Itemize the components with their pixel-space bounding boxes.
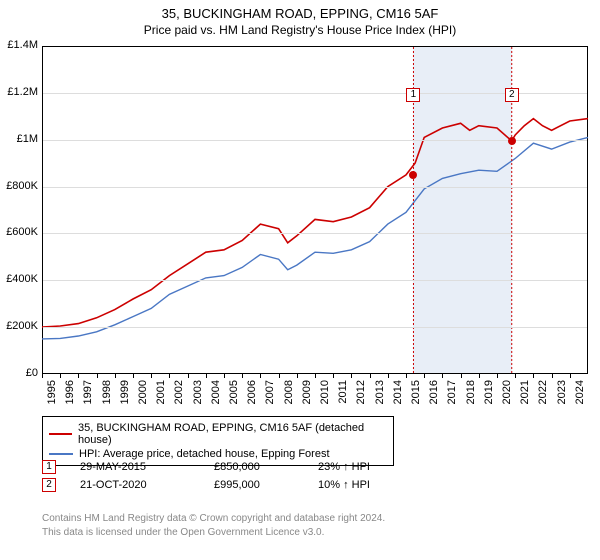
x-tick bbox=[97, 374, 98, 378]
legend-swatch bbox=[49, 453, 73, 455]
x-tick bbox=[552, 374, 553, 378]
x-tick bbox=[315, 374, 316, 378]
x-axis-label: 1996 bbox=[64, 380, 76, 412]
x-axis-label: 2006 bbox=[246, 380, 258, 412]
x-tick bbox=[206, 374, 207, 378]
transaction-marker: 2 bbox=[42, 478, 56, 492]
x-tick bbox=[388, 374, 389, 378]
x-axis-label: 2013 bbox=[374, 380, 386, 412]
x-tick bbox=[115, 374, 116, 378]
x-axis-label: 2014 bbox=[392, 380, 404, 412]
x-tick bbox=[78, 374, 79, 378]
callout-marker: 1 bbox=[406, 88, 420, 102]
x-tick bbox=[188, 374, 189, 378]
x-axis-label: 2015 bbox=[410, 380, 422, 412]
attribution-line: Contains HM Land Registry data © Crown c… bbox=[42, 512, 385, 526]
x-tick bbox=[533, 374, 534, 378]
attribution-line: This data is licensed under the Open Gov… bbox=[42, 526, 385, 540]
x-axis-label: 1999 bbox=[119, 380, 131, 412]
legend-item: 35, BUCKINGHAM ROAD, EPPING, CM16 5AF (d… bbox=[49, 421, 387, 447]
y-axis-label: £400K bbox=[0, 273, 38, 285]
x-axis-label: 2012 bbox=[355, 380, 367, 412]
x-tick bbox=[224, 374, 225, 378]
gridline-h bbox=[43, 233, 587, 234]
callout-marker: 2 bbox=[505, 88, 519, 102]
x-axis-label: 2004 bbox=[210, 380, 222, 412]
transaction-date: 21-OCT-2020 bbox=[80, 479, 190, 491]
x-axis-label: 2005 bbox=[228, 380, 240, 412]
y-axis-label: £1.2M bbox=[0, 86, 38, 98]
series-line-property bbox=[42, 119, 588, 328]
transaction-price: £850,000 bbox=[214, 461, 294, 473]
x-tick bbox=[169, 374, 170, 378]
x-tick bbox=[133, 374, 134, 378]
legend-swatch bbox=[49, 433, 72, 435]
transaction-marker: 1 bbox=[42, 460, 56, 474]
x-axis-label: 2024 bbox=[574, 380, 586, 412]
x-axis-label: 1997 bbox=[82, 380, 94, 412]
x-tick bbox=[461, 374, 462, 378]
x-axis-label: 2022 bbox=[537, 380, 549, 412]
x-axis-label: 2007 bbox=[264, 380, 276, 412]
y-axis-label: £600K bbox=[0, 226, 38, 238]
x-tick bbox=[151, 374, 152, 378]
x-tick bbox=[406, 374, 407, 378]
x-tick bbox=[442, 374, 443, 378]
x-axis-label: 2000 bbox=[137, 380, 149, 412]
y-axis-label: £800K bbox=[0, 180, 38, 192]
y-axis-label: £1M bbox=[0, 133, 38, 145]
gridline-h bbox=[43, 280, 587, 281]
gridline-h bbox=[43, 327, 587, 328]
x-tick bbox=[479, 374, 480, 378]
x-axis-label: 2003 bbox=[192, 380, 204, 412]
x-axis-label: 2010 bbox=[319, 380, 331, 412]
x-tick bbox=[60, 374, 61, 378]
x-axis-label: 2016 bbox=[428, 380, 440, 412]
series-line-hpi bbox=[42, 137, 588, 339]
transaction-date: 29-MAY-2015 bbox=[80, 461, 190, 473]
x-tick bbox=[279, 374, 280, 378]
x-axis-label: 2018 bbox=[465, 380, 477, 412]
transaction-row: 1 29-MAY-2015 £850,000 23% ↑ HPI bbox=[42, 458, 370, 476]
x-tick bbox=[570, 374, 571, 378]
x-axis-label: 2021 bbox=[519, 380, 531, 412]
transaction-dot bbox=[508, 137, 516, 145]
y-axis-label: £1.4M bbox=[0, 39, 38, 51]
x-axis-label: 2011 bbox=[337, 380, 349, 412]
y-axis-label: £0 bbox=[0, 367, 38, 379]
x-axis-label: 2019 bbox=[483, 380, 495, 412]
x-tick bbox=[515, 374, 516, 378]
transaction-row: 2 21-OCT-2020 £995,000 10% ↑ HPI bbox=[42, 476, 370, 494]
x-tick bbox=[424, 374, 425, 378]
x-tick bbox=[297, 374, 298, 378]
transaction-diff: 10% ↑ HPI bbox=[318, 479, 370, 491]
gridline-h bbox=[43, 187, 587, 188]
x-tick bbox=[260, 374, 261, 378]
attribution-text: Contains HM Land Registry data © Crown c… bbox=[42, 512, 385, 539]
x-axis-label: 2020 bbox=[501, 380, 513, 412]
x-tick bbox=[351, 374, 352, 378]
x-tick bbox=[42, 374, 43, 378]
y-axis-label: £200K bbox=[0, 320, 38, 332]
x-axis-label: 1995 bbox=[46, 380, 58, 412]
x-axis-label: 1998 bbox=[101, 380, 113, 412]
x-axis-label: 2009 bbox=[301, 380, 313, 412]
x-tick bbox=[497, 374, 498, 378]
x-axis-label: 2023 bbox=[556, 380, 568, 412]
x-tick bbox=[333, 374, 334, 378]
x-axis-label: 2001 bbox=[155, 380, 167, 412]
gridline-h bbox=[43, 140, 587, 141]
x-tick bbox=[242, 374, 243, 378]
transaction-price: £995,000 bbox=[214, 479, 294, 491]
x-axis-label: 2002 bbox=[173, 380, 185, 412]
transactions-table: 1 29-MAY-2015 £850,000 23% ↑ HPI 2 21-OCT-202… bbox=[42, 458, 370, 494]
transaction-diff: 23% ↑ HPI bbox=[318, 461, 370, 473]
x-axis-label: 2008 bbox=[283, 380, 295, 412]
x-axis-label: 2017 bbox=[446, 380, 458, 412]
x-tick bbox=[370, 374, 371, 378]
legend-label: 35, BUCKINGHAM ROAD, EPPING, CM16 5AF (d… bbox=[78, 422, 387, 446]
